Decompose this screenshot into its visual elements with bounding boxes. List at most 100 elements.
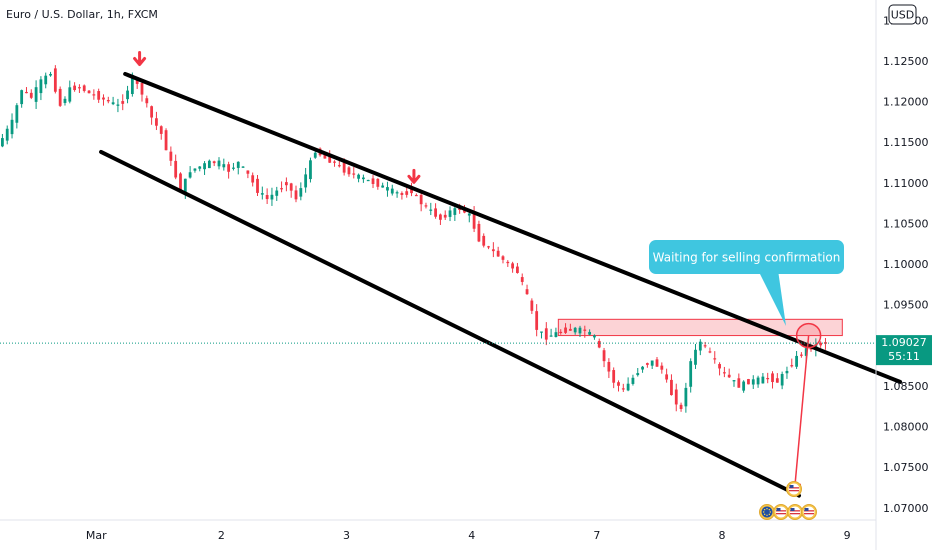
- candle-body: [304, 174, 308, 188]
- time-tick-label: 4: [468, 529, 475, 542]
- candle-body: [207, 160, 211, 169]
- candle-body: [400, 193, 404, 195]
- us-flag-icon[interactable]: [801, 504, 817, 520]
- time-tick-label: 9: [844, 529, 851, 542]
- sell-arrow-icon[interactable]: [407, 168, 421, 184]
- candle-body: [756, 377, 760, 385]
- candle-body: [106, 100, 110, 102]
- candle-body: [58, 88, 62, 106]
- us-flag-icon[interactable]: [773, 504, 789, 520]
- candle-body: [530, 300, 534, 311]
- candle-body: [747, 379, 750, 385]
- candle-body: [554, 332, 558, 338]
- us-flag-icon[interactable]: [787, 504, 803, 520]
- candle-body: [145, 98, 149, 104]
- candle-body: [482, 235, 486, 246]
- candle-body: [92, 94, 96, 96]
- time-axis[interactable]: Mar 2 3 4 7 8 9: [86, 529, 851, 542]
- candle-body: [737, 378, 741, 388]
- time-tick-label: 8: [718, 529, 725, 542]
- price-tick-label: 1.11000: [883, 177, 929, 190]
- currency-label: USD: [891, 9, 915, 22]
- target-arrow[interactable]: [794, 335, 810, 494]
- candle-body: [670, 379, 673, 396]
- callout-box: [649, 240, 844, 274]
- candle-body: [703, 345, 707, 347]
- price-tick-label: 1.10000: [883, 258, 929, 271]
- upper-channel-line[interactable]: [123, 71, 903, 384]
- price-tick-label: 1.11500: [883, 136, 929, 149]
- price-tick-label: 1.08500: [883, 380, 929, 393]
- candle-body: [506, 261, 510, 264]
- price-axis[interactable]: 1.130001.125001.120001.115001.110001.105…: [883, 14, 929, 515]
- candle-body: [660, 365, 664, 370]
- candle-body: [573, 327, 577, 333]
- candle-body: [111, 102, 115, 105]
- candle-body: [607, 361, 611, 372]
- callout-pointer: [758, 270, 786, 326]
- currency-button[interactable]: [888, 4, 917, 25]
- candle-body: [87, 90, 91, 94]
- candle-body: [25, 91, 28, 94]
- sell-arrow-icon[interactable]: [133, 51, 147, 66]
- candle-body: [785, 370, 789, 374]
- us-flag-icon[interactable]: [786, 481, 802, 497]
- candle-body: [126, 90, 129, 100]
- candle-body: [535, 311, 539, 330]
- candle-body: [751, 379, 755, 385]
- candle-body: [164, 130, 168, 151]
- candle-body: [97, 91, 101, 100]
- candle-body: [641, 366, 644, 370]
- candle-body: [212, 161, 216, 164]
- candle-body: [150, 106, 154, 118]
- candle-body: [650, 360, 654, 366]
- candle-body: [260, 193, 264, 195]
- economic-events[interactable]: [759, 481, 817, 520]
- candle-body: [352, 173, 356, 175]
- candle-body: [665, 374, 669, 380]
- last-price-value: 1.09027: [881, 336, 927, 349]
- candle-body: [516, 266, 519, 273]
- candle-body: [337, 165, 341, 167]
- candle-body: [179, 173, 182, 193]
- chart-title: Euro / U.S. Dollar, 1h, FXCM: [6, 8, 158, 21]
- candle-body: [766, 378, 770, 380]
- candle-body: [169, 151, 173, 161]
- candle-body: [188, 172, 192, 178]
- time-tick-label: Mar: [86, 529, 107, 542]
- candle-body: [713, 358, 717, 360]
- candle-body: [626, 383, 630, 391]
- candle-body: [771, 373, 774, 383]
- candle-body: [732, 380, 736, 382]
- candle-body: [371, 178, 375, 184]
- candle-body: [130, 74, 134, 95]
- candle-body: [342, 162, 346, 173]
- candle-body: [34, 87, 38, 102]
- lower-channel-line[interactable]: [99, 149, 801, 498]
- callout-text: Waiting for selling confirmation: [653, 251, 841, 265]
- candle-body: [549, 335, 553, 337]
- candle-body: [689, 361, 693, 387]
- candle-body: [588, 331, 592, 335]
- time-tick-label: 3: [343, 529, 350, 542]
- candles-layer: [1, 65, 827, 413]
- candle-body: [405, 191, 409, 195]
- eu-flag-icon[interactable]: [759, 504, 775, 520]
- candle-body: [472, 212, 476, 229]
- candle-body: [251, 175, 255, 183]
- markers-layer: [133, 51, 822, 495]
- candle-body: [328, 153, 332, 163]
- candle-body: [491, 249, 495, 252]
- candle-body: [819, 342, 823, 346]
- annotation-callout[interactable]: Waiting for selling confirmation: [649, 240, 844, 326]
- candle-body: [434, 208, 437, 217]
- candle-body: [621, 388, 625, 390]
- candle-body: [631, 377, 635, 384]
- candle-body: [73, 85, 77, 91]
- candle-body: [217, 160, 221, 167]
- candle-body: [525, 289, 529, 295]
- candle-body: [121, 101, 125, 104]
- candle-body: [597, 340, 601, 348]
- candle-body: [193, 168, 197, 171]
